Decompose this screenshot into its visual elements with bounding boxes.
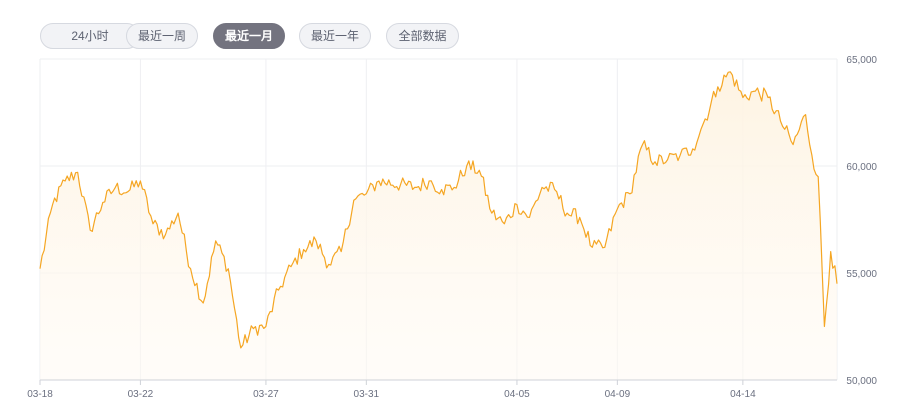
price-area <box>40 71 837 381</box>
tab-last-month[interactable]: 最近一月 <box>213 23 285 49</box>
y-tick-label: 55,000 <box>846 269 877 280</box>
y-axis: 65,000 60,000 55,000 50,000 <box>846 55 877 387</box>
price-line <box>39 71 838 349</box>
tab-all-data[interactable]: 全部数据 <box>386 23 459 49</box>
tab-last-week[interactable]: 最近一周 <box>126 23 198 49</box>
tab-24h[interactable]: 24小时 <box>40 23 140 49</box>
x-tick-label: 03-18 <box>27 389 53 400</box>
y-tick-label: 65,000 <box>846 55 877 66</box>
y-tick-label: 60,000 <box>846 162 877 173</box>
y-tick-label: 50,000 <box>846 376 877 387</box>
x-tick-label: 03-31 <box>354 389 380 400</box>
x-axis: 03-18 03-22 03-27 03-31 04-05 04-09 04-14 <box>27 380 756 400</box>
x-tick-label: 04-09 <box>605 389 631 400</box>
x-tick-label: 04-14 <box>730 389 756 400</box>
x-tick-label: 03-22 <box>128 389 154 400</box>
x-tick-label: 04-05 <box>504 389 530 400</box>
tab-last-year[interactable]: 最近一年 <box>299 23 371 49</box>
x-tick-label: 03-27 <box>253 389 279 400</box>
